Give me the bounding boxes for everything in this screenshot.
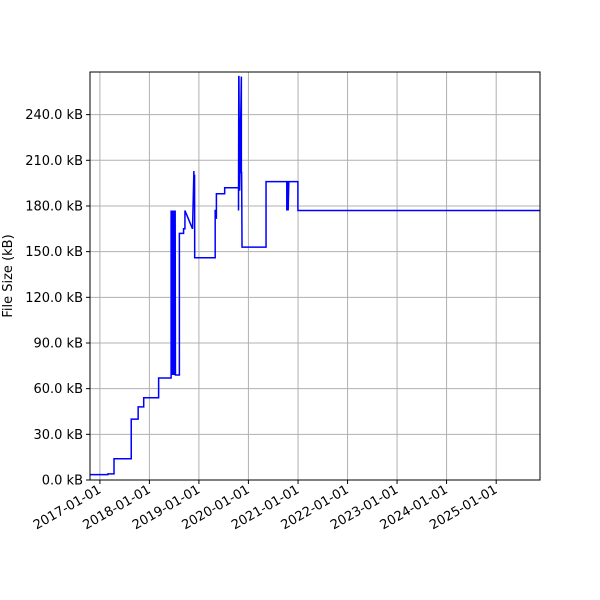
y-tick-label: 180.0 kB xyxy=(25,199,83,214)
y-axis: 0.0 kB 30.0 kB 60.0 kB 90.0 kB 120.0 kB 150.0… xyxy=(25,108,90,489)
y-tick-label: 60.0 kB xyxy=(33,382,83,397)
y-tick-label: 120.0 kB xyxy=(25,291,83,306)
y-tick-label: 0.0 kB xyxy=(42,474,83,489)
axes-frame xyxy=(89,71,541,481)
y-tick-label: 150.0 kB xyxy=(25,245,83,260)
y-tick-label: 210.0 kB xyxy=(25,154,83,169)
y-tick-label: 90.0 kB xyxy=(33,336,83,351)
series-line xyxy=(90,75,540,476)
y-tick-label: 240.0 kB xyxy=(25,108,83,123)
y-axis-label: File Size (kB) xyxy=(1,234,16,317)
plot-area xyxy=(90,75,540,476)
y-tick-label: 30.0 kB xyxy=(33,428,83,443)
axes xyxy=(89,71,541,481)
